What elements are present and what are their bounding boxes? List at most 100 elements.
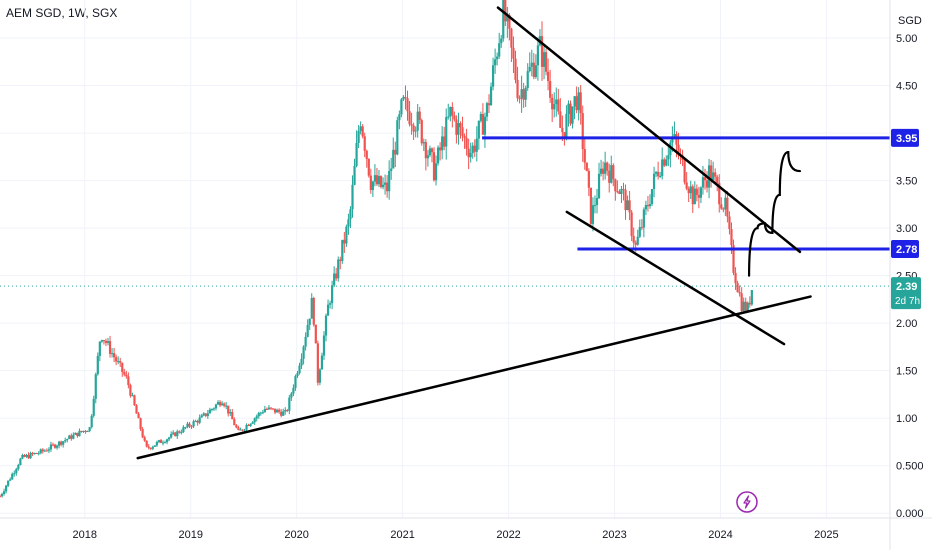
- lightning-badge[interactable]: [736, 491, 758, 513]
- candle-body: [500, 38, 503, 44]
- candle-body: [732, 245, 735, 273]
- candle-body: [331, 285, 334, 304]
- candle-body: [638, 227, 641, 237]
- candle-body: [549, 81, 552, 98]
- candle-body: [388, 171, 391, 192]
- candle-body: [82, 430, 85, 432]
- candle-body: [424, 142, 427, 159]
- candle-body: [117, 361, 120, 363]
- candle-body: [320, 355, 324, 370]
- long-term-support-trendline[interactable]: [136, 295, 812, 460]
- candle-body: [253, 418, 256, 423]
- candle-body: [76, 432, 79, 437]
- candle-body: [736, 283, 739, 293]
- candle-body: [5, 485, 8, 492]
- candle-body: [314, 324, 317, 344]
- candle-body: [722, 208, 725, 210]
- candle-body: [343, 239, 346, 244]
- candle-body: [445, 117, 448, 147]
- candle-body: [587, 170, 590, 188]
- candle-body: [426, 155, 429, 159]
- candle-body: [616, 191, 619, 193]
- candle-body: [436, 147, 440, 164]
- candle-body: [612, 165, 615, 180]
- candle-body: [730, 229, 733, 246]
- candle-body: [410, 124, 413, 126]
- candle-body: [477, 120, 480, 139]
- candle-body: [129, 385, 132, 396]
- candle-body: [620, 189, 623, 194]
- candle-body: [394, 149, 397, 155]
- candle-body: [540, 36, 544, 67]
- candle-body: [369, 175, 372, 191]
- candle-body: [420, 120, 423, 144]
- candle-body: [153, 445, 156, 447]
- candle-body: [347, 219, 350, 227]
- candle-body: [441, 136, 444, 151]
- candle-body: [86, 431, 89, 433]
- candle-body: [379, 176, 383, 188]
- candle-body: [455, 119, 458, 135]
- candle-body: [606, 162, 609, 171]
- candle-body: [247, 424, 250, 426]
- candle-body: [176, 431, 179, 437]
- candle-body: [300, 358, 303, 366]
- candle-body: [508, 14, 511, 29]
- candle-body: [748, 302, 751, 305]
- candle-body: [47, 449, 51, 451]
- candle-body: [469, 153, 472, 158]
- candle-body: [624, 189, 627, 211]
- candle-body: [581, 113, 584, 149]
- drawings: [136, 6, 890, 460]
- candle-body: [11, 473, 14, 480]
- candle-body: [750, 290, 753, 305]
- channel-upper-trendline[interactable]: [496, 6, 802, 254]
- candle-body: [390, 168, 393, 172]
- candle-body: [15, 469, 18, 474]
- candle-body: [125, 374, 128, 377]
- candle-body: [137, 413, 140, 419]
- candle-body: [530, 62, 533, 67]
- candle-body: [628, 200, 631, 213]
- candle-body: [29, 452, 32, 459]
- candle-body: [282, 411, 285, 416]
- candle-body: [161, 442, 165, 444]
- candle-body: [353, 165, 356, 185]
- candle-body: [284, 410, 287, 412]
- candle-body: [257, 412, 260, 417]
- candle-body: [642, 209, 645, 228]
- candle-body: [569, 103, 572, 124]
- candle-body: [220, 403, 224, 406]
- channel-lower-trendline[interactable]: [565, 210, 786, 346]
- badges[interactable]: [736, 491, 758, 513]
- candle-body: [551, 97, 554, 110]
- candle-body: [110, 353, 114, 355]
- candle-body: [528, 66, 531, 72]
- candle-body: [49, 444, 53, 450]
- candle-body: [443, 136, 446, 147]
- candle-body: [439, 147, 442, 151]
- candle-body: [316, 343, 319, 383]
- candle-body: [51, 444, 55, 446]
- candle-body: [498, 43, 501, 57]
- candle-body: [190, 426, 193, 428]
- candle-body: [398, 114, 401, 121]
- projection-path[interactable]: [747, 150, 802, 277]
- candle-body: [412, 125, 415, 132]
- candle-body: [276, 409, 279, 413]
- candle-body: [697, 194, 700, 198]
- candle-body: [64, 440, 67, 442]
- candle-body: [652, 173, 656, 190]
- candle-body: [483, 116, 487, 135]
- candle-body: [512, 47, 515, 59]
- candle-body: [322, 335, 326, 356]
- candle-body: [608, 170, 611, 183]
- candle-body: [25, 454, 28, 457]
- candle-body: [45, 450, 48, 452]
- candle-body: [485, 103, 489, 117]
- candle-body: [261, 412, 264, 414]
- candle-body: [663, 159, 666, 166]
- candle-body: [290, 393, 293, 398]
- candle-body: [294, 376, 297, 388]
